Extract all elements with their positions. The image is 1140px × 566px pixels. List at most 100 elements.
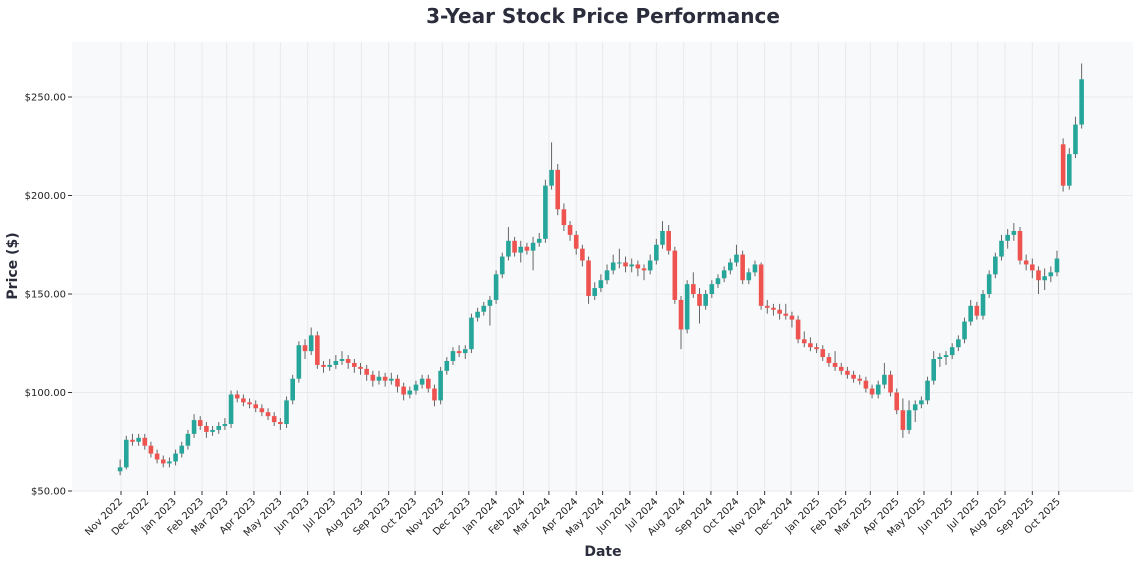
candle-body xyxy=(814,347,819,350)
candle-down xyxy=(764,299,770,314)
candle-body xyxy=(937,357,943,360)
candle-body xyxy=(654,244,659,261)
candle-down xyxy=(321,360,326,373)
candle-up xyxy=(752,260,758,277)
candle-up xyxy=(444,357,450,375)
candle-down xyxy=(678,295,684,350)
candle-down xyxy=(641,264,647,281)
candle-body xyxy=(222,424,228,426)
candle-body xyxy=(395,378,400,387)
candle-body xyxy=(1005,234,1010,241)
candle-up xyxy=(962,317,967,344)
candle-body xyxy=(801,339,807,344)
candle-body xyxy=(487,299,493,306)
candle-body xyxy=(444,360,450,371)
candle-body xyxy=(259,408,265,413)
candle-down xyxy=(894,388,900,415)
candle-body xyxy=(573,234,579,249)
candle-down xyxy=(1023,254,1029,271)
candle-body xyxy=(604,270,610,281)
candle-up xyxy=(481,301,487,316)
candle-up xyxy=(610,254,616,275)
candle-up xyxy=(703,290,708,310)
candles xyxy=(117,63,1084,476)
candle-up xyxy=(413,380,419,395)
candle-up xyxy=(592,282,598,300)
candle-body xyxy=(672,250,678,300)
candle-down xyxy=(512,236,517,257)
candle-down xyxy=(857,374,863,385)
candle-up xyxy=(943,351,949,365)
candle-body xyxy=(364,368,369,375)
candle-up xyxy=(210,425,215,436)
candle-body xyxy=(376,376,382,381)
candle-body xyxy=(549,169,554,186)
candle-down xyxy=(789,311,795,328)
candle-down xyxy=(1030,258,1035,279)
candle-up xyxy=(136,433,141,446)
candle-up xyxy=(734,244,739,267)
candle-body xyxy=(968,305,973,322)
candle-down xyxy=(586,256,591,304)
candle-body xyxy=(894,392,900,411)
candle-body xyxy=(1030,264,1035,271)
candle-body xyxy=(148,445,154,454)
candle-up xyxy=(549,142,554,190)
candle-down xyxy=(142,433,148,450)
candle-body xyxy=(315,335,320,365)
candle-up xyxy=(518,240,524,263)
candle-body xyxy=(456,351,462,354)
candle-body xyxy=(518,246,524,253)
candle-body xyxy=(179,445,185,454)
candle-body xyxy=(481,305,487,312)
candle-body xyxy=(197,420,203,426)
candle-up xyxy=(993,252,998,279)
candle-body xyxy=(691,284,696,294)
candle-down xyxy=(204,422,209,438)
candle-body xyxy=(974,305,980,316)
candle-body xyxy=(1073,124,1078,155)
candle-down xyxy=(561,203,567,231)
candle-body xyxy=(697,294,702,306)
candle-down xyxy=(352,359,357,373)
candle-body xyxy=(1023,260,1029,265)
candle-body xyxy=(561,209,567,226)
candle-down xyxy=(432,384,437,407)
candle-body xyxy=(826,357,832,363)
candle-down xyxy=(851,370,856,383)
candle-up xyxy=(290,374,295,405)
candle-up xyxy=(598,274,604,293)
candle-up xyxy=(746,268,752,285)
candle-down xyxy=(672,246,678,304)
candle-body xyxy=(432,388,437,401)
candle-down xyxy=(573,230,579,255)
candle-down xyxy=(795,315,801,344)
candle-body xyxy=(906,410,912,430)
candle-up xyxy=(506,227,511,261)
candle-up xyxy=(999,234,1004,261)
candle-body xyxy=(617,262,622,264)
candle-up xyxy=(956,335,961,352)
candle-up xyxy=(875,380,881,399)
candle-down xyxy=(783,303,789,320)
candle-down xyxy=(974,301,980,320)
candle-up xyxy=(389,372,394,385)
candle-down xyxy=(623,256,628,273)
candle-body xyxy=(382,376,388,381)
candle-up xyxy=(543,179,548,243)
candle-body xyxy=(660,230,665,245)
candle-body xyxy=(389,378,394,381)
candle-body xyxy=(296,345,302,379)
y-axis: $50.00 $100.00 $150.00 $200.00 $250.00 xyxy=(25,93,72,498)
candle-body xyxy=(721,270,727,279)
candle-body xyxy=(370,374,376,381)
candle-down xyxy=(820,345,826,361)
candle-up xyxy=(617,248,622,269)
candle-body xyxy=(777,309,782,314)
candle-body xyxy=(450,351,456,361)
candle-body xyxy=(684,284,690,330)
candle-down xyxy=(740,250,745,285)
candle-up xyxy=(222,418,228,430)
candle-up xyxy=(986,270,992,298)
candle-body xyxy=(956,339,961,348)
